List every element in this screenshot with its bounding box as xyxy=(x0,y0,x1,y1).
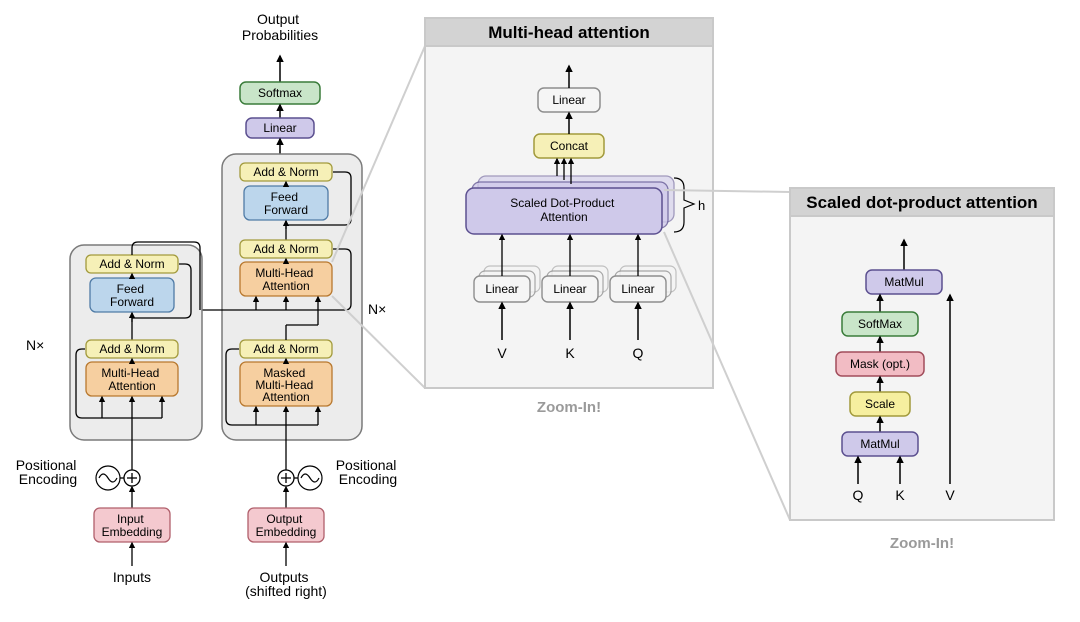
softmax-label: SoftMax xyxy=(858,317,902,331)
v-label: V xyxy=(497,345,507,361)
transformer-diagram: Output Probabilities Softmax Linear Add … xyxy=(16,11,401,599)
addnorm-label: Add & Norm xyxy=(253,165,318,179)
output-probabilities-label: Output Probabilities xyxy=(242,11,318,43)
h-label: h xyxy=(698,198,705,213)
concat-label: Concat xyxy=(550,139,589,153)
pos-enc-label: Positional Encoding xyxy=(336,457,401,487)
matmul-top-label: MatMul xyxy=(884,275,923,289)
sdpa-panel-title: Scaled dot-product attention xyxy=(806,193,1037,212)
mha-panel: Multi-head attention Linear Concat Scale… xyxy=(425,18,713,416)
addnorm-label: Add & Norm xyxy=(99,342,164,356)
mha-label: Multi-Head Attention xyxy=(101,366,162,393)
mask-label: Mask (opt.) xyxy=(850,357,910,371)
sdpa-panel: Scaled dot-product attention MatMul Soft… xyxy=(790,188,1054,552)
scale-label: Scale xyxy=(865,397,895,411)
nx-label-encoder: N× xyxy=(26,337,44,353)
outputs-label: Outputs (shifted right) xyxy=(245,569,327,599)
svg-text:Linear: Linear xyxy=(553,282,586,296)
masked-mha-label: Masked Multi-Head Attention xyxy=(255,366,316,404)
addnorm-label: Add & Norm xyxy=(99,257,164,271)
pos-enc-label: Positional Encoding xyxy=(16,457,81,487)
addnorm-label: Add & Norm xyxy=(253,242,318,256)
mha-label: Multi-Head Attention xyxy=(255,266,316,293)
svg-text:Linear: Linear xyxy=(485,282,518,296)
linear-label: Linear xyxy=(263,121,296,135)
matmul-bottom-label: MatMul xyxy=(860,437,899,451)
k-label: K xyxy=(895,487,905,503)
q-label: Q xyxy=(853,487,864,503)
zoom-label: Zoom-In! xyxy=(890,535,954,552)
linear-q-group: Linear xyxy=(610,266,676,302)
zoom-label: Zoom-In! xyxy=(537,399,601,416)
linear-k-group: Linear xyxy=(542,266,608,302)
linear-v-group: Linear xyxy=(474,266,540,302)
inputs-label: Inputs xyxy=(113,569,151,585)
nx-label-decoder: N× xyxy=(368,301,386,317)
softmax-label: Softmax xyxy=(258,86,302,100)
svg-text:Linear: Linear xyxy=(621,282,654,296)
q-label: Q xyxy=(633,345,644,361)
linear-top-label: Linear xyxy=(552,93,585,107)
mha-panel-title: Multi-head attention xyxy=(488,23,649,42)
k-label: K xyxy=(565,345,575,361)
v-label: V xyxy=(945,487,955,503)
addnorm-label: Add & Norm xyxy=(253,342,318,356)
